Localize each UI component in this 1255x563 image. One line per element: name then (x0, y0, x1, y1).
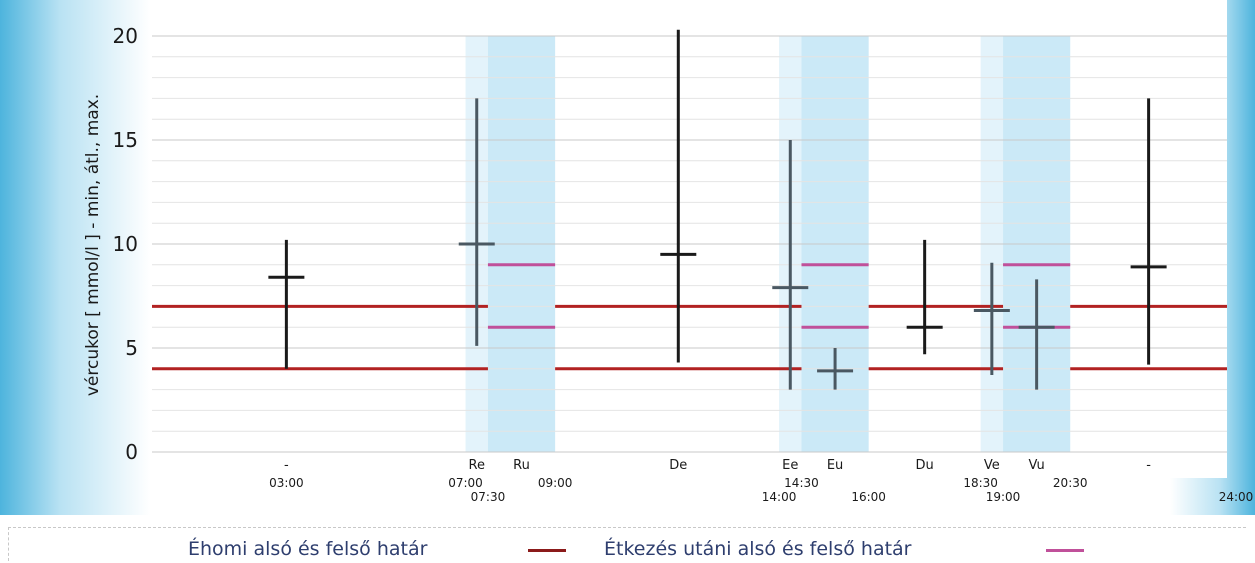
x-tick-label-4: 14:30 (784, 476, 819, 490)
x-tick-label-8: 19:00 (986, 490, 1021, 504)
legend-postprandial-swatch (1046, 549, 1084, 552)
period-label-3: De (669, 458, 687, 473)
y-tick-label-5: 5 (125, 336, 138, 360)
legend-postprandial-label: Étkezés utáni alsó és felső határ (604, 538, 912, 560)
period-label-6: Du (916, 458, 934, 473)
y-tick-label-20: 20 (113, 24, 138, 48)
x-tick-label-6: 16:00 (851, 490, 886, 504)
x-tick-label-9: 20:30 (1053, 476, 1088, 490)
y-tick-label-0: 0 (125, 440, 138, 464)
x-tick-label-10: 24:00 (1219, 490, 1254, 504)
period-label-8: Vu (1029, 458, 1045, 473)
chart: 0 5 10 15 20 vércukor [ mmol/l ] - min, átl.,… (83, 24, 1254, 504)
x-tick-label-7: 18:30 (963, 476, 998, 490)
x-tick-label-5: 14:00 (762, 490, 797, 504)
period-label-0: - (284, 458, 289, 473)
legend-fasting-label: Éhomi alsó és felső határ (188, 538, 428, 560)
x-tick-label-2: 07:30 (471, 490, 506, 504)
period-label-1: Re (469, 458, 485, 473)
period-label-9: - (1146, 458, 1151, 473)
period-label-7: Ve (984, 458, 1000, 473)
x-tick-label-1: 07:00 (448, 476, 483, 490)
period-label-5: Eu (827, 458, 843, 473)
x-tick-label-3: 09:00 (538, 476, 573, 490)
y-tick-label-15: 15 (113, 128, 138, 152)
y-axis-label: vércukor [ mmol/l ] - min, átl., max. (83, 94, 103, 396)
period-label-2: Ru (513, 458, 530, 473)
legend (8, 527, 1246, 561)
legend-fasting-swatch (528, 549, 566, 552)
y-tick-label-10: 10 (113, 232, 138, 256)
period-label-4: Ee (782, 458, 798, 473)
x-tick-label-0: 03:00 (269, 476, 304, 490)
